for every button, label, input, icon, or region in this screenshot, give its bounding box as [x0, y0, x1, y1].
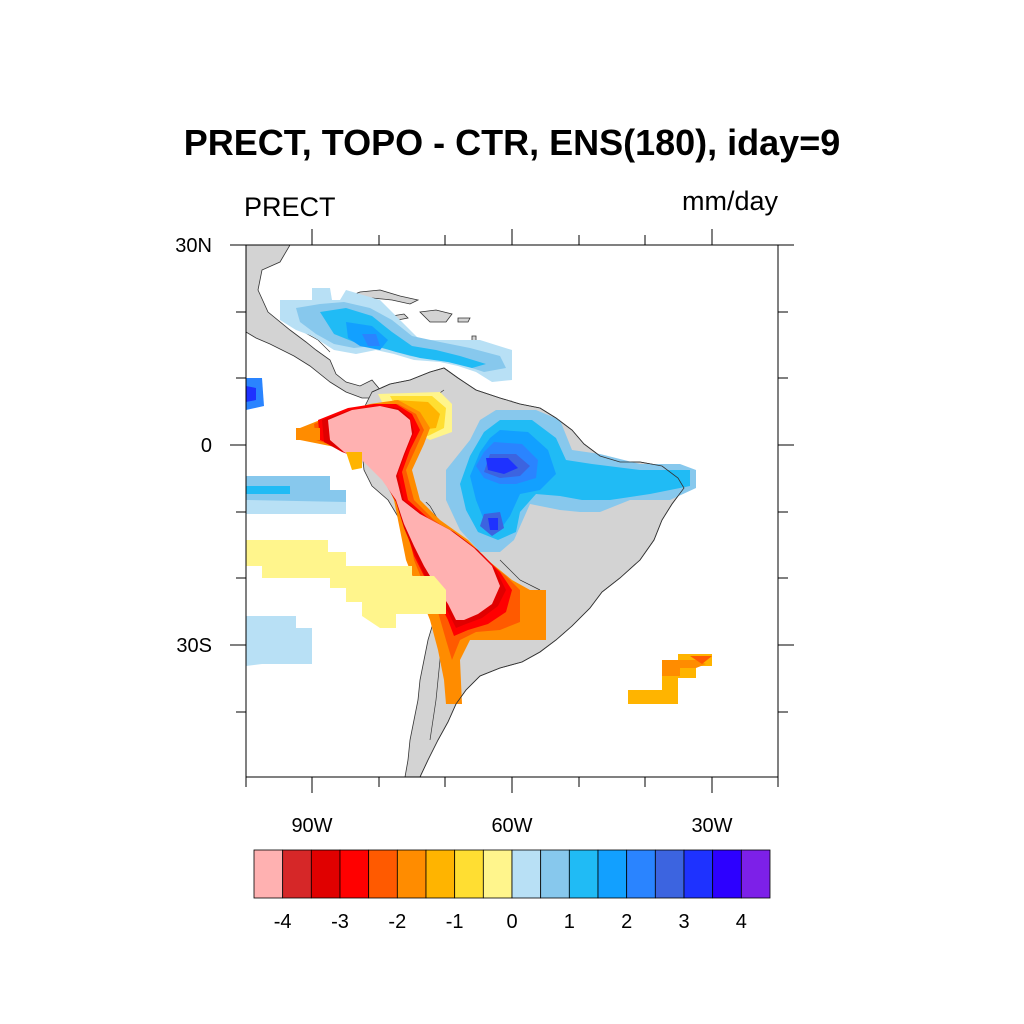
map-title: PRECT, TOPO - CTR, ENS(180), iday=9: [183, 122, 841, 163]
field-negative: [246, 392, 712, 704]
contour-18: [246, 486, 290, 494]
y-tick-label: 0: [201, 435, 212, 457]
x-tick-label: 30W: [691, 815, 732, 837]
colorbar-swatch: [425, 849, 456, 899]
colorbar-label: -2: [388, 911, 406, 933]
colorbar-label: 3: [678, 911, 689, 933]
colorbar-swatch: [568, 849, 599, 899]
colorbar-swatch: [597, 849, 628, 899]
colorbar-swatch: [368, 849, 398, 899]
contour-3: [320, 308, 486, 368]
contour-27: [328, 406, 500, 620]
axis-ticks: [230, 229, 794, 793]
y-tick-label: 30S: [176, 635, 212, 657]
colorbar-swatch: [740, 849, 771, 899]
colorbar-swatch: [540, 849, 570, 899]
coastline: [371, 367, 685, 777]
colorbar-swatch: [712, 849, 742, 899]
variable-label: PRECT: [244, 192, 336, 222]
colorbar-label: 0: [506, 911, 517, 933]
contour-28: [246, 540, 446, 628]
colorbar-swatch: [654, 849, 685, 899]
contour-16: [246, 476, 346, 504]
colorbar-label: -1: [446, 911, 464, 933]
contour-13: [486, 458, 518, 474]
field-positive: [246, 288, 696, 666]
colorbar-swatch: [626, 849, 656, 899]
contour-32: [662, 660, 706, 676]
colorbar-label: 4: [736, 911, 747, 933]
x-tick-label: 60W: [491, 815, 532, 837]
land-hispaniola: [419, 309, 453, 323]
contour-5: [362, 334, 380, 346]
contour-7: [246, 386, 256, 402]
colorbar-swatch: [511, 849, 542, 899]
contour-17: [246, 500, 346, 514]
colorbar-swatch: [683, 849, 714, 899]
colorbar-swatch: [253, 849, 284, 899]
colorbar-label: 1: [564, 911, 575, 933]
colorbar-swatch: [482, 849, 513, 899]
contour-19: [246, 616, 312, 666]
colorbar-swatch: [310, 849, 341, 899]
colorbar-label: 2: [621, 911, 632, 933]
colorbar-swatch: [454, 849, 484, 899]
contour-29: [296, 428, 320, 440]
y-tick-label: 30N: [175, 235, 212, 257]
contour-15: [488, 518, 498, 530]
colorbar-swatch: [339, 849, 370, 899]
colorbar-label: -4: [274, 911, 292, 933]
colorbar-swatch: [282, 849, 312, 899]
units-label: mm/day: [681, 186, 778, 216]
colorbar-label: -3: [331, 911, 349, 933]
colorbar: -4 -3 -2 -1 0 1 2 3 4: [253, 849, 771, 933]
land-puerto-rico: [457, 317, 471, 323]
contour-33: [690, 656, 712, 664]
x-tick-label: 90W: [291, 815, 332, 837]
land-central-america: [246, 245, 383, 399]
map-plot-area: [246, 245, 712, 777]
contour-30: [346, 452, 362, 470]
colorbar-swatch: [396, 849, 427, 899]
